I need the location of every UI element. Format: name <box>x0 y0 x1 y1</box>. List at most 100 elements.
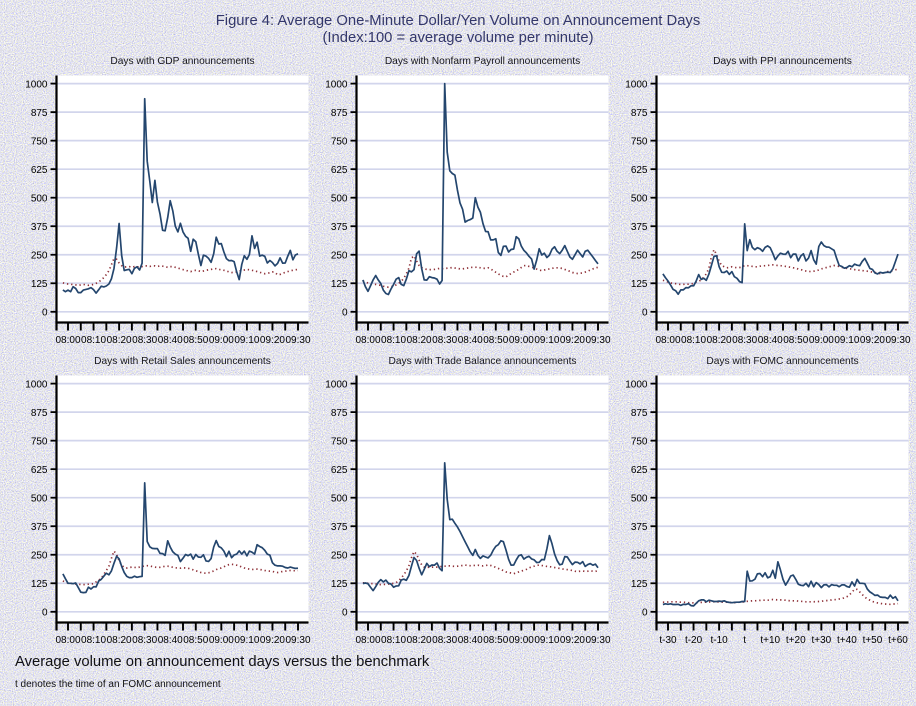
y-tick-label-0: 0 <box>342 608 348 619</box>
panel-fomc: 0 125 250 375 500 625 750 875 1000 t-30 t-20 t-10 t t… <box>600 350 909 650</box>
y-tick-label-375: 375 <box>331 522 348 533</box>
panel-title-nonfarm-payroll: Days with Nonfarm Payroll announcements <box>384 56 581 67</box>
y-tick-label-500: 500 <box>631 193 648 204</box>
announcement-series <box>662 223 899 296</box>
x-tick-label-09:00: 09:00 <box>509 635 534 646</box>
x-tick-label-t+30: t+30 <box>811 635 831 646</box>
figure-title-block: Figure 4: Average One-Minute Dollar/Yen … <box>0 13 916 46</box>
y-tick-label-500: 500 <box>31 193 48 204</box>
y-tick-label-1000: 1000 <box>625 79 648 90</box>
y-tick-label-375: 375 <box>631 522 648 533</box>
y-tick-label-750: 750 <box>331 436 348 447</box>
y-tick-label-875: 875 <box>631 408 648 419</box>
y-tick-label-875: 875 <box>331 108 348 119</box>
x-tick-label-08:30: 08:30 <box>132 335 157 346</box>
x-tick-label-09:10: 09:10 <box>234 335 259 346</box>
x-tick-label-09:20: 09:20 <box>560 635 585 646</box>
y-tick-label-1000: 1000 <box>325 79 348 90</box>
y-tick-label-250: 250 <box>631 550 648 561</box>
y-tick-label-625: 625 <box>31 165 48 176</box>
x-tick-label-08:10: 08:10 <box>81 335 106 346</box>
y-tick-label-125: 125 <box>331 579 348 590</box>
x-tick-label-09:30: 09:30 <box>585 635 610 646</box>
panel-title-ppi: Days with PPI announcements <box>713 56 852 67</box>
x-tick-label-09:30: 09:30 <box>285 635 310 646</box>
y-tick-label-250: 250 <box>331 250 348 261</box>
x-tick-label-t+40: t+40 <box>837 635 857 646</box>
plot-gdp: 0 125 250 375 500 625 750 875 1000 08:00 08:10 08:2… <box>25 75 311 346</box>
x-tick-label-t+10: t+10 <box>760 635 780 646</box>
benchmark-series <box>362 550 599 586</box>
panel-title-fomc: Days with FOMC announcements <box>706 356 859 367</box>
y-tick-label-0: 0 <box>642 308 648 319</box>
x-tick-label-t+20: t+20 <box>786 635 806 646</box>
plot-ppi: 0 125 250 375 500 625 750 875 1000 08:00 08:10 08:2… <box>625 75 911 346</box>
x-tick-label-08:30: 08:30 <box>132 635 157 646</box>
x-tick-label-08:00: 08:00 <box>55 635 80 646</box>
x-tick-label-09:00: 09:00 <box>809 335 834 346</box>
y-tick-label-125: 125 <box>631 579 648 590</box>
x-tick-label-09:20: 09:20 <box>560 335 585 346</box>
x-tick-label-08:00: 08:00 <box>355 335 380 346</box>
figure-footnote: t denotes the time of an FOMC announceme… <box>15 679 221 690</box>
y-tick-label-875: 875 <box>31 408 48 419</box>
x-tick-label-08:50: 08:50 <box>783 335 808 346</box>
y-tick-label-250: 250 <box>631 250 648 261</box>
plot-nonfarm-payroll: 0 125 250 375 500 625 750 875 1000 08:00 08:10 08:2… <box>325 75 611 346</box>
y-tick-label-875: 875 <box>31 108 48 119</box>
x-tick-label-08:00: 08:00 <box>55 335 80 346</box>
plot-area <box>356 75 609 323</box>
y-tick-label-750: 750 <box>631 436 648 447</box>
x-tick-label-t-10: t-10 <box>710 635 728 646</box>
plot-area <box>56 75 309 323</box>
x-tick-label-t+50: t+50 <box>863 635 883 646</box>
x-tick-label-09:00: 09:00 <box>209 635 234 646</box>
y-tick-label-750: 750 <box>31 136 48 147</box>
x-tick-label-08:30: 08:30 <box>432 635 457 646</box>
panel-ppi: 0 125 250 375 500 625 750 875 1000 08:00 08:10 08:2… <box>600 50 911 350</box>
announcement-series <box>362 82 599 296</box>
x-tick-label-08:20: 08:20 <box>707 335 732 346</box>
y-tick-label-625: 625 <box>631 465 648 476</box>
x-tick-label-09:00: 09:00 <box>509 335 534 346</box>
plot-fomc: 0 125 250 375 500 625 750 875 1000 t-30 t-20 t-10 t t… <box>625 375 909 646</box>
y-tick-label-1000: 1000 <box>325 379 348 390</box>
announcement-series <box>62 482 299 594</box>
y-tick-label-625: 625 <box>31 465 48 476</box>
y-tick-label-1000: 1000 <box>625 379 648 390</box>
x-tick-label-08:40: 08:40 <box>158 635 183 646</box>
y-tick-label-500: 500 <box>631 493 648 504</box>
announcement-series <box>62 97 299 294</box>
y-tick-label-125: 125 <box>31 579 48 590</box>
y-tick-label-875: 875 <box>631 108 648 119</box>
x-tick-label-08:10: 08:10 <box>81 635 106 646</box>
plot-area <box>656 75 909 323</box>
x-tick-label-08:00: 08:00 <box>655 335 680 346</box>
y-tick-label-375: 375 <box>331 222 348 233</box>
panel-retail-sales: 0 125 250 375 500 625 750 875 1000 08:00 08:10 08:2… <box>0 350 311 650</box>
y-tick-label-125: 125 <box>631 279 648 290</box>
x-tick-label-09:30: 09:30 <box>285 335 310 346</box>
x-tick-label-08:50: 08:50 <box>483 635 508 646</box>
figure-title: Figure 4: Average One-Minute Dollar/Yen … <box>215 13 701 29</box>
plot-area <box>656 375 909 623</box>
x-tick-label-09:20: 09:20 <box>260 335 285 346</box>
y-tick-label-500: 500 <box>31 493 48 504</box>
benchmark-series <box>662 247 899 286</box>
y-tick-label-875: 875 <box>331 408 348 419</box>
y-tick-label-1000: 1000 <box>25 379 48 390</box>
panel-title-retail-sales: Days with Retail Sales announcements <box>94 356 271 367</box>
plot-area <box>356 375 609 623</box>
x-tick-label-09:20: 09:20 <box>860 335 885 346</box>
benchmark-series <box>662 588 899 606</box>
x-tick-label-09:10: 09:10 <box>534 335 559 346</box>
panel-title-trade-balance: Days with Trade Balance announcements <box>388 356 577 367</box>
x-tick-label-08:30: 08:30 <box>732 335 757 346</box>
x-tick-label-08:20: 08:20 <box>407 635 432 646</box>
x-tick-label-t-20: t-20 <box>685 635 703 646</box>
y-tick-label-125: 125 <box>331 279 348 290</box>
x-tick-label-08:40: 08:40 <box>458 635 483 646</box>
panel-nonfarm-payroll: 0 125 250 375 500 625 750 875 1000 08:00 08:10 08:2… <box>300 50 611 350</box>
x-tick-label-t-30: t-30 <box>659 635 677 646</box>
